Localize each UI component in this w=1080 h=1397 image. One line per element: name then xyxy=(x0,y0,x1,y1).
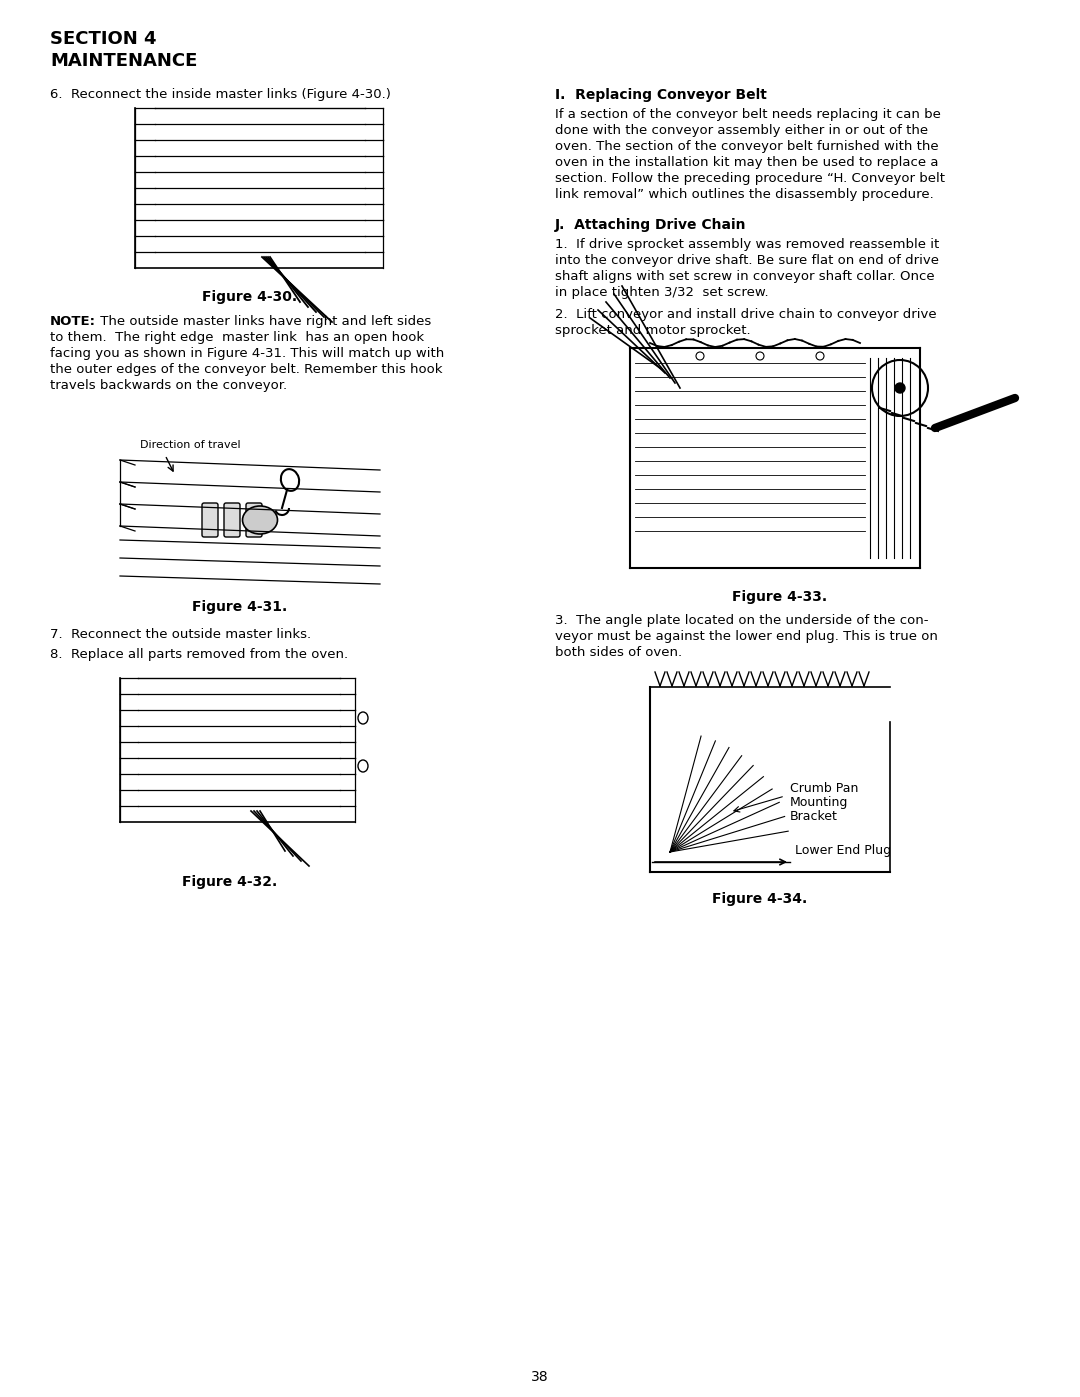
Circle shape xyxy=(816,352,824,360)
Text: both sides of oven.: both sides of oven. xyxy=(555,645,683,659)
Circle shape xyxy=(872,360,928,416)
Text: 1.  If drive sprocket assembly was removed reassemble it: 1. If drive sprocket assembly was remove… xyxy=(555,237,940,251)
Text: 7.  Reconnect the outside master links.: 7. Reconnect the outside master links. xyxy=(50,629,311,641)
Circle shape xyxy=(756,352,764,360)
Text: SECTION 4: SECTION 4 xyxy=(50,29,157,47)
Text: Figure 4-33.: Figure 4-33. xyxy=(732,590,827,604)
Text: veyor must be against the lower end plug. This is true on: veyor must be against the lower end plug… xyxy=(555,630,937,643)
Ellipse shape xyxy=(243,506,278,534)
Text: Figure 4-34.: Figure 4-34. xyxy=(713,893,808,907)
Circle shape xyxy=(895,383,905,393)
Text: facing you as shown in Figure 4-31. This will match up with: facing you as shown in Figure 4-31. This… xyxy=(50,346,444,360)
Text: J.  Attaching Drive Chain: J. Attaching Drive Chain xyxy=(555,218,746,232)
Circle shape xyxy=(696,352,704,360)
Text: into the conveyor drive shaft. Be sure flat on end of drive: into the conveyor drive shaft. Be sure f… xyxy=(555,254,939,267)
Text: shaft aligns with set screw in conveyor shaft collar. Once: shaft aligns with set screw in conveyor … xyxy=(555,270,934,284)
Text: 3.  The angle plate located on the underside of the con-: 3. The angle plate located on the unders… xyxy=(555,615,929,627)
Text: oven in the installation kit may then be used to replace a: oven in the installation kit may then be… xyxy=(555,156,939,169)
Text: section. Follow the preceding procedure “H. Conveyor belt: section. Follow the preceding procedure … xyxy=(555,172,945,184)
Text: link removal” which outlines the disassembly procedure.: link removal” which outlines the disasse… xyxy=(555,189,934,201)
Text: Crumb Pan: Crumb Pan xyxy=(789,782,859,795)
Text: The outside master links have right and left sides: The outside master links have right and … xyxy=(96,314,431,328)
Text: in place tighten 3/32  set screw.: in place tighten 3/32 set screw. xyxy=(555,286,769,299)
Text: Mounting: Mounting xyxy=(789,796,849,809)
Text: 8.  Replace all parts removed from the oven.: 8. Replace all parts removed from the ov… xyxy=(50,648,348,661)
Text: If a section of the conveyor belt needs replacing it can be: If a section of the conveyor belt needs … xyxy=(555,108,941,122)
Text: 38: 38 xyxy=(531,1370,549,1384)
Text: Figure 4-30.: Figure 4-30. xyxy=(202,291,298,305)
Text: sprocket and motor sprocket.: sprocket and motor sprocket. xyxy=(555,324,751,337)
FancyBboxPatch shape xyxy=(224,503,240,536)
Text: oven. The section of the conveyor belt furnished with the: oven. The section of the conveyor belt f… xyxy=(555,140,939,154)
Text: I.  Replacing Conveyor Belt: I. Replacing Conveyor Belt xyxy=(555,88,767,102)
FancyBboxPatch shape xyxy=(246,503,262,536)
Text: Direction of travel: Direction of travel xyxy=(140,440,241,450)
Ellipse shape xyxy=(357,760,368,773)
Text: the outer edges of the conveyor belt. Remember this hook: the outer edges of the conveyor belt. Re… xyxy=(50,363,443,376)
Text: NOTE:: NOTE: xyxy=(50,314,96,328)
Text: 2.  Lift conveyor and install drive chain to conveyor drive: 2. Lift conveyor and install drive chain… xyxy=(555,307,936,321)
Text: Lower End Plug: Lower End Plug xyxy=(795,844,891,856)
Text: to them.  The right edge  master link  has an open hook: to them. The right edge master link has … xyxy=(50,331,424,344)
Ellipse shape xyxy=(357,712,368,724)
Text: Bracket: Bracket xyxy=(789,810,838,823)
Text: 6.  Reconnect the inside master links (Figure 4-30.): 6. Reconnect the inside master links (Fi… xyxy=(50,88,391,101)
Text: done with the conveyor assembly either in or out of the: done with the conveyor assembly either i… xyxy=(555,124,928,137)
Ellipse shape xyxy=(281,469,299,490)
Text: Figure 4-32.: Figure 4-32. xyxy=(183,875,278,888)
Text: Figure 4-31.: Figure 4-31. xyxy=(192,599,287,615)
Text: MAINTENANCE: MAINTENANCE xyxy=(50,52,198,70)
Text: travels backwards on the conveyor.: travels backwards on the conveyor. xyxy=(50,379,287,393)
FancyBboxPatch shape xyxy=(202,503,218,536)
